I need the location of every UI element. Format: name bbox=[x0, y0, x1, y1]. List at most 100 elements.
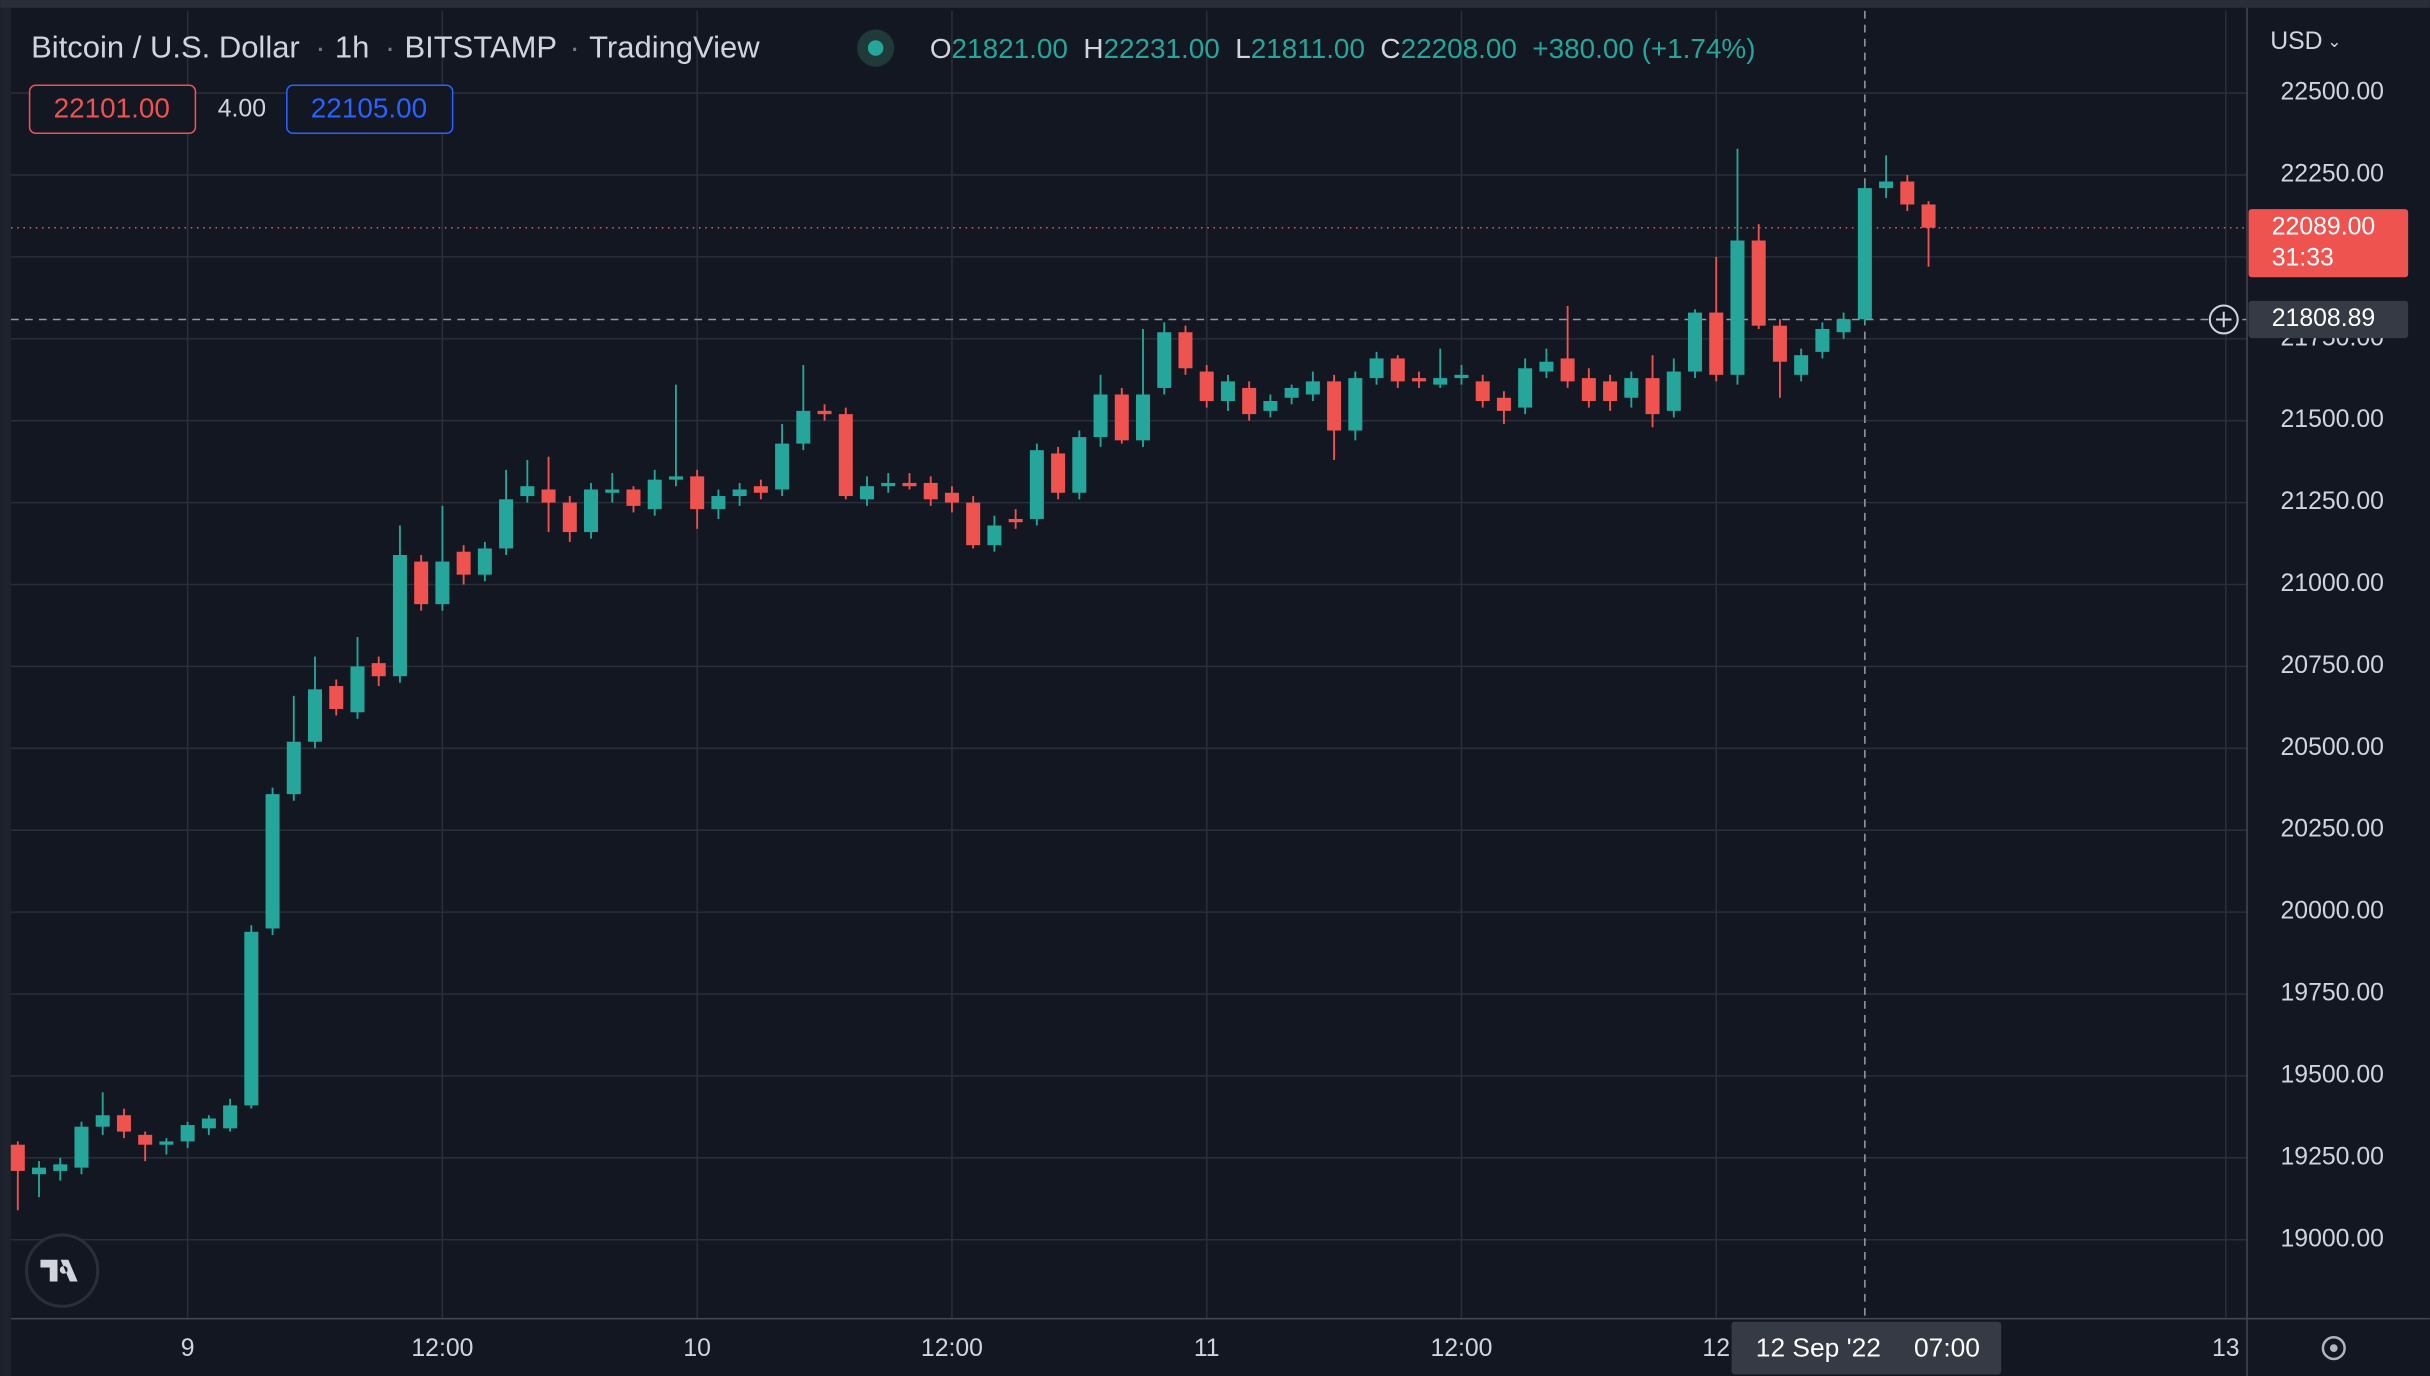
y-tick-label: 20250.00 bbox=[2281, 816, 2384, 843]
y-tick-label: 21000.00 bbox=[2281, 570, 2384, 597]
crosshair-price-box bbox=[2248, 300, 2409, 339]
change: +380.00 (+1.74%) bbox=[1532, 34, 1755, 65]
add-alert-plus bbox=[2216, 311, 2232, 328]
candle-body bbox=[1518, 368, 1533, 408]
candle-body bbox=[180, 1125, 195, 1142]
candle-body bbox=[371, 663, 386, 677]
spread: 4.00 bbox=[218, 96, 266, 123]
candle-body bbox=[796, 410, 811, 444]
currency[interactable]: USD bbox=[2270, 27, 2322, 54]
x-tick-label: 12:00 bbox=[1430, 1335, 1492, 1362]
candle-body bbox=[923, 482, 938, 500]
buy-price[interactable]: 22105.00 bbox=[311, 92, 427, 123]
grid bbox=[11, 10, 2247, 1319]
candle-body bbox=[1560, 358, 1575, 382]
candle-body bbox=[668, 476, 683, 480]
countdown: 31:33 bbox=[2272, 244, 2334, 271]
candle-body bbox=[753, 486, 768, 493]
symbol: Bitcoin / U.S. Dollar bbox=[31, 30, 300, 65]
candle-body bbox=[392, 555, 407, 677]
chevron[interactable]: ⌄ bbox=[2327, 31, 2341, 50]
candle-body bbox=[265, 794, 280, 929]
candle-body bbox=[860, 486, 875, 500]
candle-body bbox=[1496, 397, 1511, 411]
ohlc-values: O21821.00 H22231.00 L21811.00 C22208.00 +380… bbox=[930, 34, 1756, 65]
y-tick-label: 20500.00 bbox=[2281, 734, 2384, 761]
x-tick-label: 13 bbox=[2212, 1335, 2240, 1362]
candle-body bbox=[626, 489, 641, 506]
y-tick-label: 19000.00 bbox=[2281, 1225, 2384, 1252]
candle-body bbox=[987, 525, 1002, 546]
candle-body bbox=[711, 496, 726, 510]
crosshair-time-label: 07:00 bbox=[1914, 1333, 1980, 1363]
candle-body bbox=[1369, 358, 1384, 379]
candle-body bbox=[690, 476, 705, 510]
candle-body bbox=[1072, 437, 1087, 493]
candle-body bbox=[1051, 453, 1066, 493]
candle-body bbox=[329, 686, 344, 709]
candle-body bbox=[456, 551, 471, 575]
sell-button[interactable] bbox=[28, 84, 197, 135]
candle-body bbox=[520, 486, 535, 497]
candle-body bbox=[1305, 381, 1320, 395]
candle-body bbox=[1815, 328, 1830, 352]
candle-body bbox=[201, 1118, 216, 1129]
candle-body bbox=[881, 482, 896, 487]
candle-body bbox=[1433, 378, 1448, 385]
candle-body bbox=[223, 1105, 238, 1129]
candle-body bbox=[1900, 181, 1915, 205]
ohlc-value: 22231.00 bbox=[1103, 34, 1219, 65]
candle-body bbox=[1008, 518, 1023, 523]
y-tick-label: 21250.00 bbox=[2281, 488, 2384, 515]
candle-body bbox=[1475, 381, 1490, 402]
crosshair-date-label: 12 Sep '22 bbox=[1756, 1333, 1881, 1363]
candle-body bbox=[902, 482, 917, 487]
last-price-box bbox=[2248, 209, 2409, 278]
candle-body bbox=[732, 489, 747, 497]
ohlc-key: L bbox=[1235, 34, 1251, 65]
candle-body bbox=[1220, 381, 1235, 402]
settings-icon[interactable] bbox=[2321, 1336, 2346, 1361]
gear-center[interactable] bbox=[2329, 1344, 2338, 1352]
logo-mark[interactable] bbox=[40, 1259, 78, 1282]
axes: 19000.00 19250.00 19500.00 19750.00 20000.00… bbox=[181, 79, 2409, 1375]
candle-body bbox=[1709, 312, 1724, 375]
candle-body bbox=[1263, 401, 1278, 411]
currency-selector[interactable]: USD ⌄ bbox=[2270, 27, 2341, 54]
candle-body bbox=[1857, 188, 1872, 320]
gear[interactable] bbox=[2321, 1336, 2346, 1361]
candle-body bbox=[1093, 394, 1108, 438]
separator: · bbox=[570, 30, 580, 65]
logo[interactable] bbox=[24, 1233, 100, 1308]
candle-body bbox=[541, 489, 556, 503]
separator: · bbox=[315, 30, 325, 65]
candle-body bbox=[1751, 240, 1766, 326]
candle-body bbox=[32, 1167, 47, 1175]
last-price-label: 22089.00 bbox=[2272, 213, 2375, 240]
candle-body bbox=[435, 561, 450, 605]
separator: · bbox=[385, 30, 395, 65]
buy-button[interactable] bbox=[286, 84, 454, 135]
candle-body bbox=[1157, 332, 1172, 388]
candle-body bbox=[1327, 381, 1342, 431]
y-tick-label: 22500.00 bbox=[2281, 79, 2384, 106]
ohlc-value: 21821.00 bbox=[952, 34, 1068, 65]
candle-body bbox=[1645, 378, 1660, 415]
candle-body bbox=[10, 1144, 25, 1171]
status-dot bbox=[867, 40, 884, 56]
candle-body bbox=[1348, 378, 1363, 431]
exchange: BITSTAMP bbox=[404, 30, 557, 65]
sell-price[interactable]: 22101.00 bbox=[54, 92, 170, 123]
top-border bbox=[0, 0, 2430, 8]
candle-body bbox=[647, 479, 662, 510]
candle-body bbox=[116, 1115, 131, 1132]
candle-body bbox=[95, 1115, 110, 1127]
candle-body bbox=[1242, 387, 1257, 415]
candle-body bbox=[1114, 394, 1129, 441]
ohlc-key: H bbox=[1083, 34, 1103, 65]
candle-body bbox=[817, 410, 832, 415]
candle-body bbox=[584, 489, 599, 533]
